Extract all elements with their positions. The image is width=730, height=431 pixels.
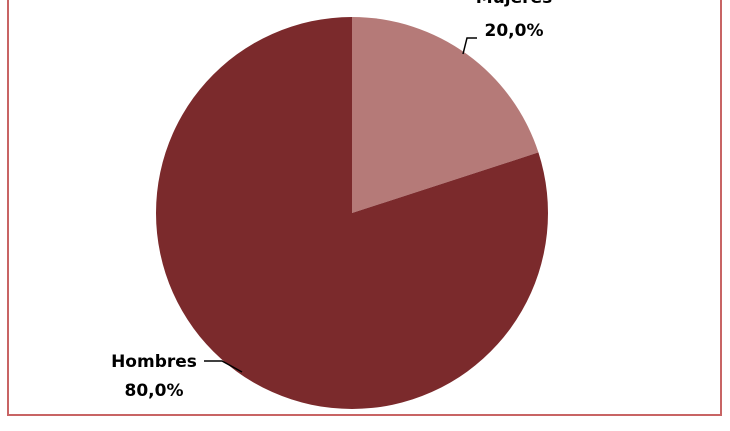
pie-slice-mujeres <box>352 17 539 213</box>
pie-slice-hombres <box>156 17 549 409</box>
slice-category-label-hombres: Hombres <box>111 352 197 372</box>
pie-slices <box>156 17 549 409</box>
slice-category-label-mujeres: Mujeres <box>476 0 552 8</box>
slice-value-label-hombres: 80,0% <box>125 381 184 401</box>
slice-value-label-mujeres: 20,0% <box>485 21 544 41</box>
leader-line-hombres <box>204 360 243 373</box>
leader-line-mujeres <box>462 37 477 55</box>
